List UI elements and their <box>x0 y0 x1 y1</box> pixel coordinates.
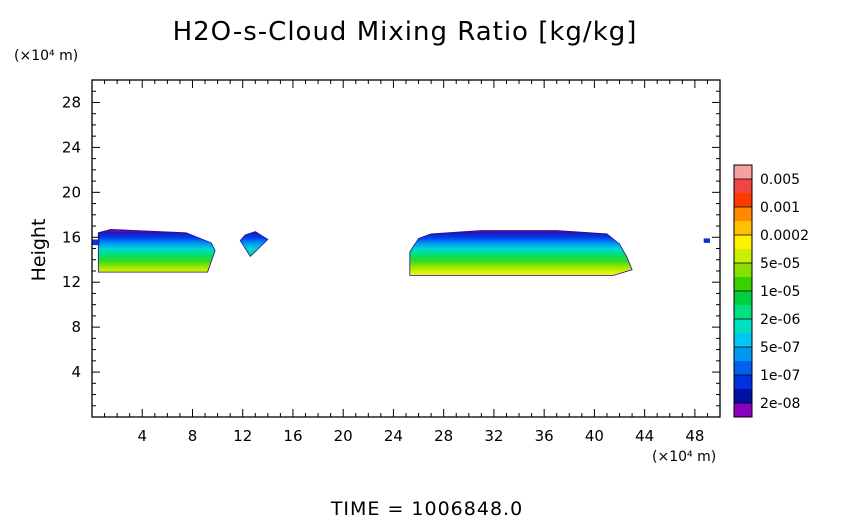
colorbar-swatch <box>734 207 752 222</box>
y-tick-label: 16 <box>62 228 81 246</box>
y-tick-label: 12 <box>62 273 81 291</box>
x-tick-label: 8 <box>188 427 198 445</box>
x-tick-label: 20 <box>334 427 353 445</box>
colorbar-swatch <box>734 277 752 292</box>
x-tick-label: 4 <box>137 427 147 445</box>
y-tick-label: 20 <box>62 183 81 201</box>
colorbar-label: 1e-07 <box>760 368 800 384</box>
colorbar-swatch <box>734 375 752 390</box>
x-tick-label: 44 <box>635 427 654 445</box>
y-tick-label: 24 <box>62 138 81 156</box>
colorbar-label: 0.005 <box>760 172 800 188</box>
y-tick-label: 4 <box>71 363 81 381</box>
y-unit-label: (×10⁴ m) <box>14 48 78 64</box>
colorbar: 0.005 0.001 0.0002 5e-05 1e-05 2e-06 5e-07 1e-0… <box>733 164 809 418</box>
x-tick-label: 12 <box>233 427 252 445</box>
time-label: TIME = 1006848.0 <box>330 498 523 519</box>
colorbar-swatch <box>734 361 752 376</box>
colorbar-swatch <box>734 389 752 404</box>
colorbar-label: 1e-05 <box>760 284 800 300</box>
colorbar-label: 5e-05 <box>760 256 800 272</box>
colorbar-label: 0.001 <box>760 200 800 216</box>
x-tick-label: 40 <box>585 427 604 445</box>
x-tick-label: 48 <box>685 427 704 445</box>
colorbar-label: 5e-07 <box>760 340 800 356</box>
colorbar-swatch <box>734 403 752 418</box>
x-tick-label: 32 <box>484 427 503 445</box>
colorbar-swatch <box>734 221 752 236</box>
colorbar-swatch <box>734 263 752 278</box>
region-fleck-right <box>703 238 710 243</box>
region-fleck-left <box>92 239 100 246</box>
colorbar-swatch <box>734 179 752 194</box>
colorbar-swatch <box>734 347 752 362</box>
y-axis: 4 8 12 16 20 24 28 <box>62 90 720 407</box>
colorbar-swatch <box>734 333 752 348</box>
y-axis-label: Height <box>28 219 50 282</box>
y-tick-label: 28 <box>62 93 81 111</box>
colorbar-swatch <box>734 319 752 334</box>
x-tick-label: 36 <box>535 427 554 445</box>
colorbar-swatch <box>734 235 752 250</box>
y-tick-label: 8 <box>71 318 81 336</box>
colorbar-swatch <box>734 193 752 208</box>
x-unit-label: (×10⁴ m) <box>652 449 716 465</box>
x-axis: 4 8 12 16 20 24 28 32 36 40 44 48 <box>104 80 708 445</box>
colorbar-swatch <box>734 165 752 180</box>
region-cloud-west <box>97 228 216 273</box>
x-tick-label: 24 <box>384 427 403 445</box>
colorbar-swatch <box>734 291 752 306</box>
colorbar-label: 2e-06 <box>760 312 800 328</box>
colorbar-label: 0.0002 <box>760 228 809 244</box>
colorbar-swatch <box>734 305 752 320</box>
plot-regions <box>92 228 710 276</box>
region-cloud-small <box>239 231 269 258</box>
x-tick-label: 28 <box>434 427 453 445</box>
colorbar-swatch <box>734 249 752 264</box>
colorbar-label: 2e-08 <box>760 396 800 412</box>
chart-title: H2O-s-Cloud Mixing Ratio [kg/kg] <box>173 17 638 47</box>
x-tick-label: 16 <box>283 427 302 445</box>
region-cloud-east <box>409 230 633 276</box>
